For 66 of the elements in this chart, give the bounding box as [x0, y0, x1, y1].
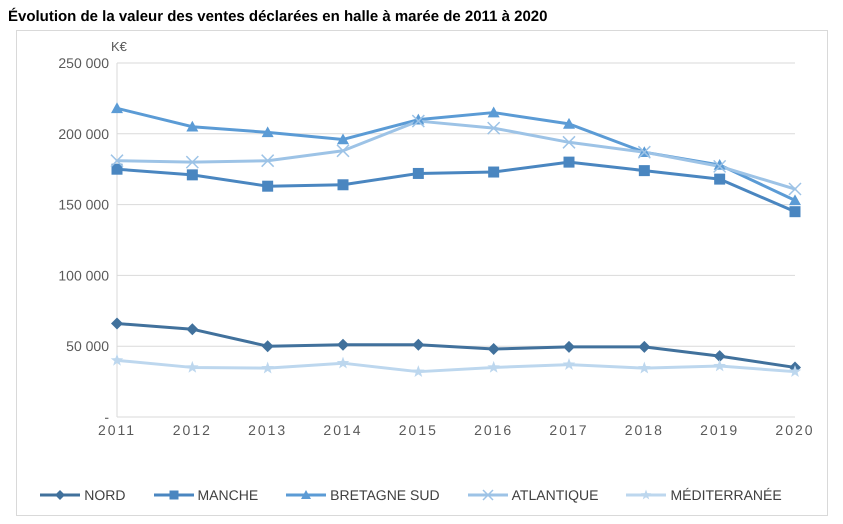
chart-title: Évolution de la valeur des ventes déclarées en halle à marée de 2011 à 2020	[8, 8, 548, 27]
point	[260, 154, 274, 168]
point	[261, 362, 274, 374]
point	[186, 360, 199, 373]
point	[563, 118, 575, 129]
point	[262, 180, 274, 192]
point	[336, 144, 350, 158]
point	[714, 174, 726, 185]
point	[712, 160, 726, 174]
x-tick-label: 2017	[549, 422, 589, 438]
point	[488, 343, 500, 356]
point	[186, 120, 198, 132]
x-tick-label: 2012	[172, 422, 212, 438]
point	[714, 350, 726, 362]
x-tick-label: 2019	[700, 422, 740, 438]
point	[111, 102, 123, 114]
point	[488, 106, 500, 118]
x-tick-label: 2015	[398, 422, 438, 438]
point	[112, 164, 122, 175]
point	[486, 121, 500, 135]
point	[638, 165, 650, 176]
point	[262, 126, 274, 138]
y-axis-title: K€	[111, 39, 127, 54]
point	[262, 340, 274, 352]
point	[336, 356, 350, 369]
point	[790, 206, 800, 218]
point	[186, 323, 198, 336]
y-tick-label: 200 000	[58, 126, 110, 142]
point	[562, 136, 576, 150]
point	[487, 360, 500, 373]
point	[110, 354, 124, 366]
point	[337, 133, 349, 144]
point	[488, 166, 500, 178]
point	[337, 338, 349, 351]
y-tick-label: 150 000	[58, 196, 110, 213]
point	[186, 169, 198, 180]
x-tick-label: 2018	[624, 422, 664, 438]
point	[638, 340, 650, 353]
point	[412, 338, 424, 351]
point	[788, 182, 802, 196]
legend-label: MANCHE	[198, 487, 258, 503]
point	[111, 318, 123, 330]
y-tick-label: 100 000	[58, 267, 110, 284]
legend-label: BRETAGNE SUD	[330, 487, 440, 503]
point	[563, 340, 575, 353]
point	[412, 365, 425, 378]
point	[110, 154, 124, 168]
legend-label: MÉDITERRANÉE	[670, 487, 782, 503]
x-tick-label: 2020	[775, 422, 815, 438]
legend-label: ATLANTIQUE	[512, 487, 598, 503]
x-tick-label: 2014	[323, 422, 363, 438]
point	[338, 179, 348, 190]
y-tick-label: 250 000	[58, 54, 110, 71]
point	[564, 156, 574, 168]
y-tick-label: 50 000	[66, 338, 110, 354]
x-tick-label: 2013	[248, 422, 288, 438]
point	[412, 168, 424, 179]
point	[186, 155, 200, 169]
x-tick-label: 2016	[474, 422, 514, 438]
point	[562, 358, 576, 370]
legend-label: NORD	[84, 487, 126, 503]
point	[789, 194, 801, 206]
point	[412, 114, 426, 128]
point	[638, 362, 651, 374]
point	[713, 359, 726, 372]
point	[788, 365, 802, 378]
